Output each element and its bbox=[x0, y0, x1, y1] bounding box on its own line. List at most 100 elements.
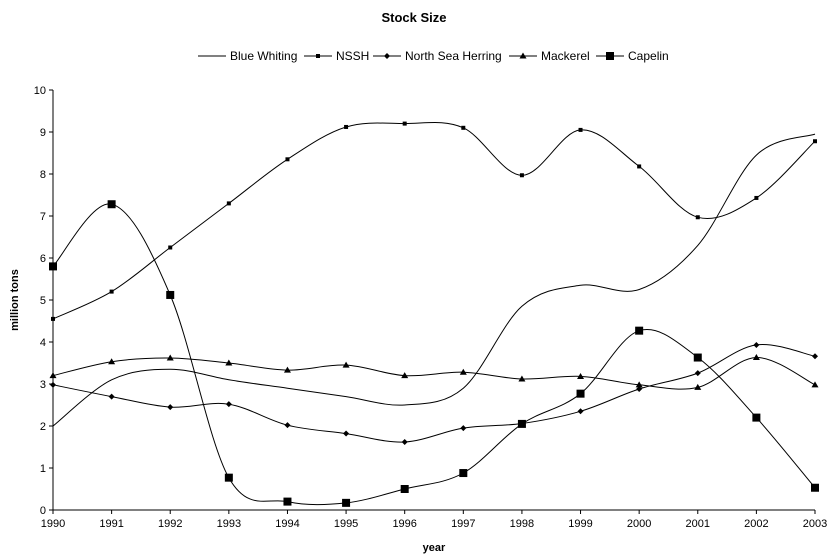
y-tick-label: 3 bbox=[40, 379, 46, 391]
y-tick-label: 0 bbox=[40, 505, 46, 517]
y-tick-label: 9 bbox=[40, 127, 46, 139]
legend-item: Blue Whiting bbox=[198, 49, 297, 63]
series-capelin bbox=[49, 200, 819, 507]
data-point-marker bbox=[166, 290, 175, 299]
data-point-marker bbox=[461, 125, 466, 130]
data-point-marker bbox=[49, 372, 57, 379]
data-point-marker bbox=[578, 127, 583, 132]
data-point-marker bbox=[811, 381, 819, 388]
x-tick-label: 1998 bbox=[510, 518, 534, 530]
plot-area bbox=[49, 121, 819, 507]
data-point-marker bbox=[577, 372, 585, 379]
data-point-marker bbox=[637, 164, 642, 169]
series-line bbox=[52, 356, 816, 390]
data-point-marker bbox=[693, 353, 702, 362]
legend-item: Mackerel bbox=[509, 49, 590, 63]
data-point-marker bbox=[109, 289, 114, 294]
legend-item: Capelin bbox=[596, 49, 669, 63]
data-point-marker bbox=[752, 413, 761, 422]
data-point-marker bbox=[168, 245, 173, 250]
x-axis-label: year bbox=[423, 542, 446, 554]
data-point-marker bbox=[517, 419, 526, 428]
x-tick-label: 1995 bbox=[334, 518, 358, 530]
data-point-marker bbox=[284, 422, 291, 429]
data-point-marker bbox=[225, 401, 232, 408]
data-point-marker bbox=[50, 381, 56, 388]
x-tick-label: 2002 bbox=[744, 518, 768, 530]
data-point-marker bbox=[225, 359, 233, 366]
data-point-marker bbox=[226, 201, 231, 206]
data-point-marker bbox=[107, 200, 116, 209]
x-tick-label: 2000 bbox=[627, 518, 651, 530]
data-point-marker bbox=[108, 393, 115, 400]
x-tick-label: 2001 bbox=[686, 518, 710, 530]
data-point-marker bbox=[636, 386, 643, 393]
data-point-marker bbox=[459, 469, 468, 478]
data-point-marker bbox=[811, 483, 819, 492]
legend-item: NSSH bbox=[304, 49, 369, 63]
y-tick-label: 5 bbox=[40, 295, 46, 307]
series-blue-whiting bbox=[52, 133, 816, 427]
data-point-marker bbox=[754, 195, 759, 200]
x-tick-label: 1991 bbox=[99, 518, 123, 530]
series-line bbox=[52, 133, 816, 427]
y-tick-label: 1 bbox=[40, 463, 46, 475]
data-point-marker bbox=[283, 497, 292, 506]
data-point-marker bbox=[459, 368, 467, 375]
series-north-sea-herring bbox=[50, 341, 818, 445]
y-tick-label: 2 bbox=[40, 421, 46, 433]
x-axis-ticks: 1990 1991 1992 1993 1994 1995 1996 1997 1998 1999… bbox=[41, 510, 827, 530]
data-point-marker bbox=[342, 361, 350, 368]
data-point-marker bbox=[285, 157, 290, 162]
data-point-marker bbox=[752, 354, 760, 361]
x-tick-label: 2003 bbox=[803, 518, 827, 530]
data-point-marker bbox=[343, 430, 350, 437]
data-point-marker bbox=[167, 404, 174, 411]
series-mackerel bbox=[49, 354, 819, 390]
data-point-marker bbox=[518, 375, 526, 382]
data-point-marker bbox=[812, 353, 818, 360]
y-tick-label: 7 bbox=[40, 211, 46, 223]
data-point-marker bbox=[694, 383, 702, 390]
x-tick-label: 1996 bbox=[392, 518, 416, 530]
data-point-marker bbox=[49, 262, 57, 271]
legend-marker bbox=[606, 52, 614, 60]
legend-item: North Sea Herring bbox=[373, 49, 502, 63]
x-tick-label: 1992 bbox=[158, 518, 182, 530]
y-axis-ticks: 0 1 2 3 4 5 6 7 8 9 10 bbox=[34, 85, 53, 517]
data-point-marker bbox=[635, 381, 643, 388]
chart-title: Stock Size bbox=[381, 10, 446, 25]
legend-label: Blue Whiting bbox=[230, 49, 297, 63]
legend-label: Mackerel bbox=[541, 49, 590, 63]
data-point-marker bbox=[401, 438, 408, 445]
data-point-marker bbox=[400, 485, 409, 493]
series-nssh bbox=[51, 121, 817, 321]
data-point-marker bbox=[224, 473, 233, 482]
data-point-marker bbox=[813, 139, 817, 144]
x-tick-label: 1994 bbox=[275, 518, 299, 530]
legend-marker bbox=[316, 54, 320, 58]
y-tick-label: 8 bbox=[40, 169, 46, 181]
data-point-marker bbox=[402, 121, 407, 126]
legend-label: North Sea Herring bbox=[405, 49, 502, 63]
data-point-marker bbox=[635, 326, 644, 335]
data-point-marker bbox=[576, 389, 585, 398]
legend-marker bbox=[384, 53, 390, 59]
y-tick-label: 6 bbox=[40, 253, 46, 265]
data-point-marker bbox=[166, 354, 174, 361]
data-point-marker bbox=[460, 425, 467, 432]
x-tick-label: 1999 bbox=[568, 518, 592, 530]
data-point-marker bbox=[342, 498, 351, 507]
x-tick-label: 1997 bbox=[451, 518, 475, 530]
y-tick-label: 4 bbox=[40, 337, 46, 349]
data-point-marker bbox=[577, 408, 584, 415]
data-point-marker bbox=[695, 215, 700, 220]
data-point-marker bbox=[401, 372, 409, 379]
legend-marker bbox=[519, 52, 527, 59]
legend-label: NSSH bbox=[336, 49, 369, 63]
data-point-marker bbox=[519, 173, 524, 178]
x-tick-label: 1990 bbox=[41, 518, 65, 530]
chart-legend: Blue Whiting NSSH North Sea Herring Mackere… bbox=[198, 49, 669, 63]
data-point-marker bbox=[753, 341, 760, 348]
